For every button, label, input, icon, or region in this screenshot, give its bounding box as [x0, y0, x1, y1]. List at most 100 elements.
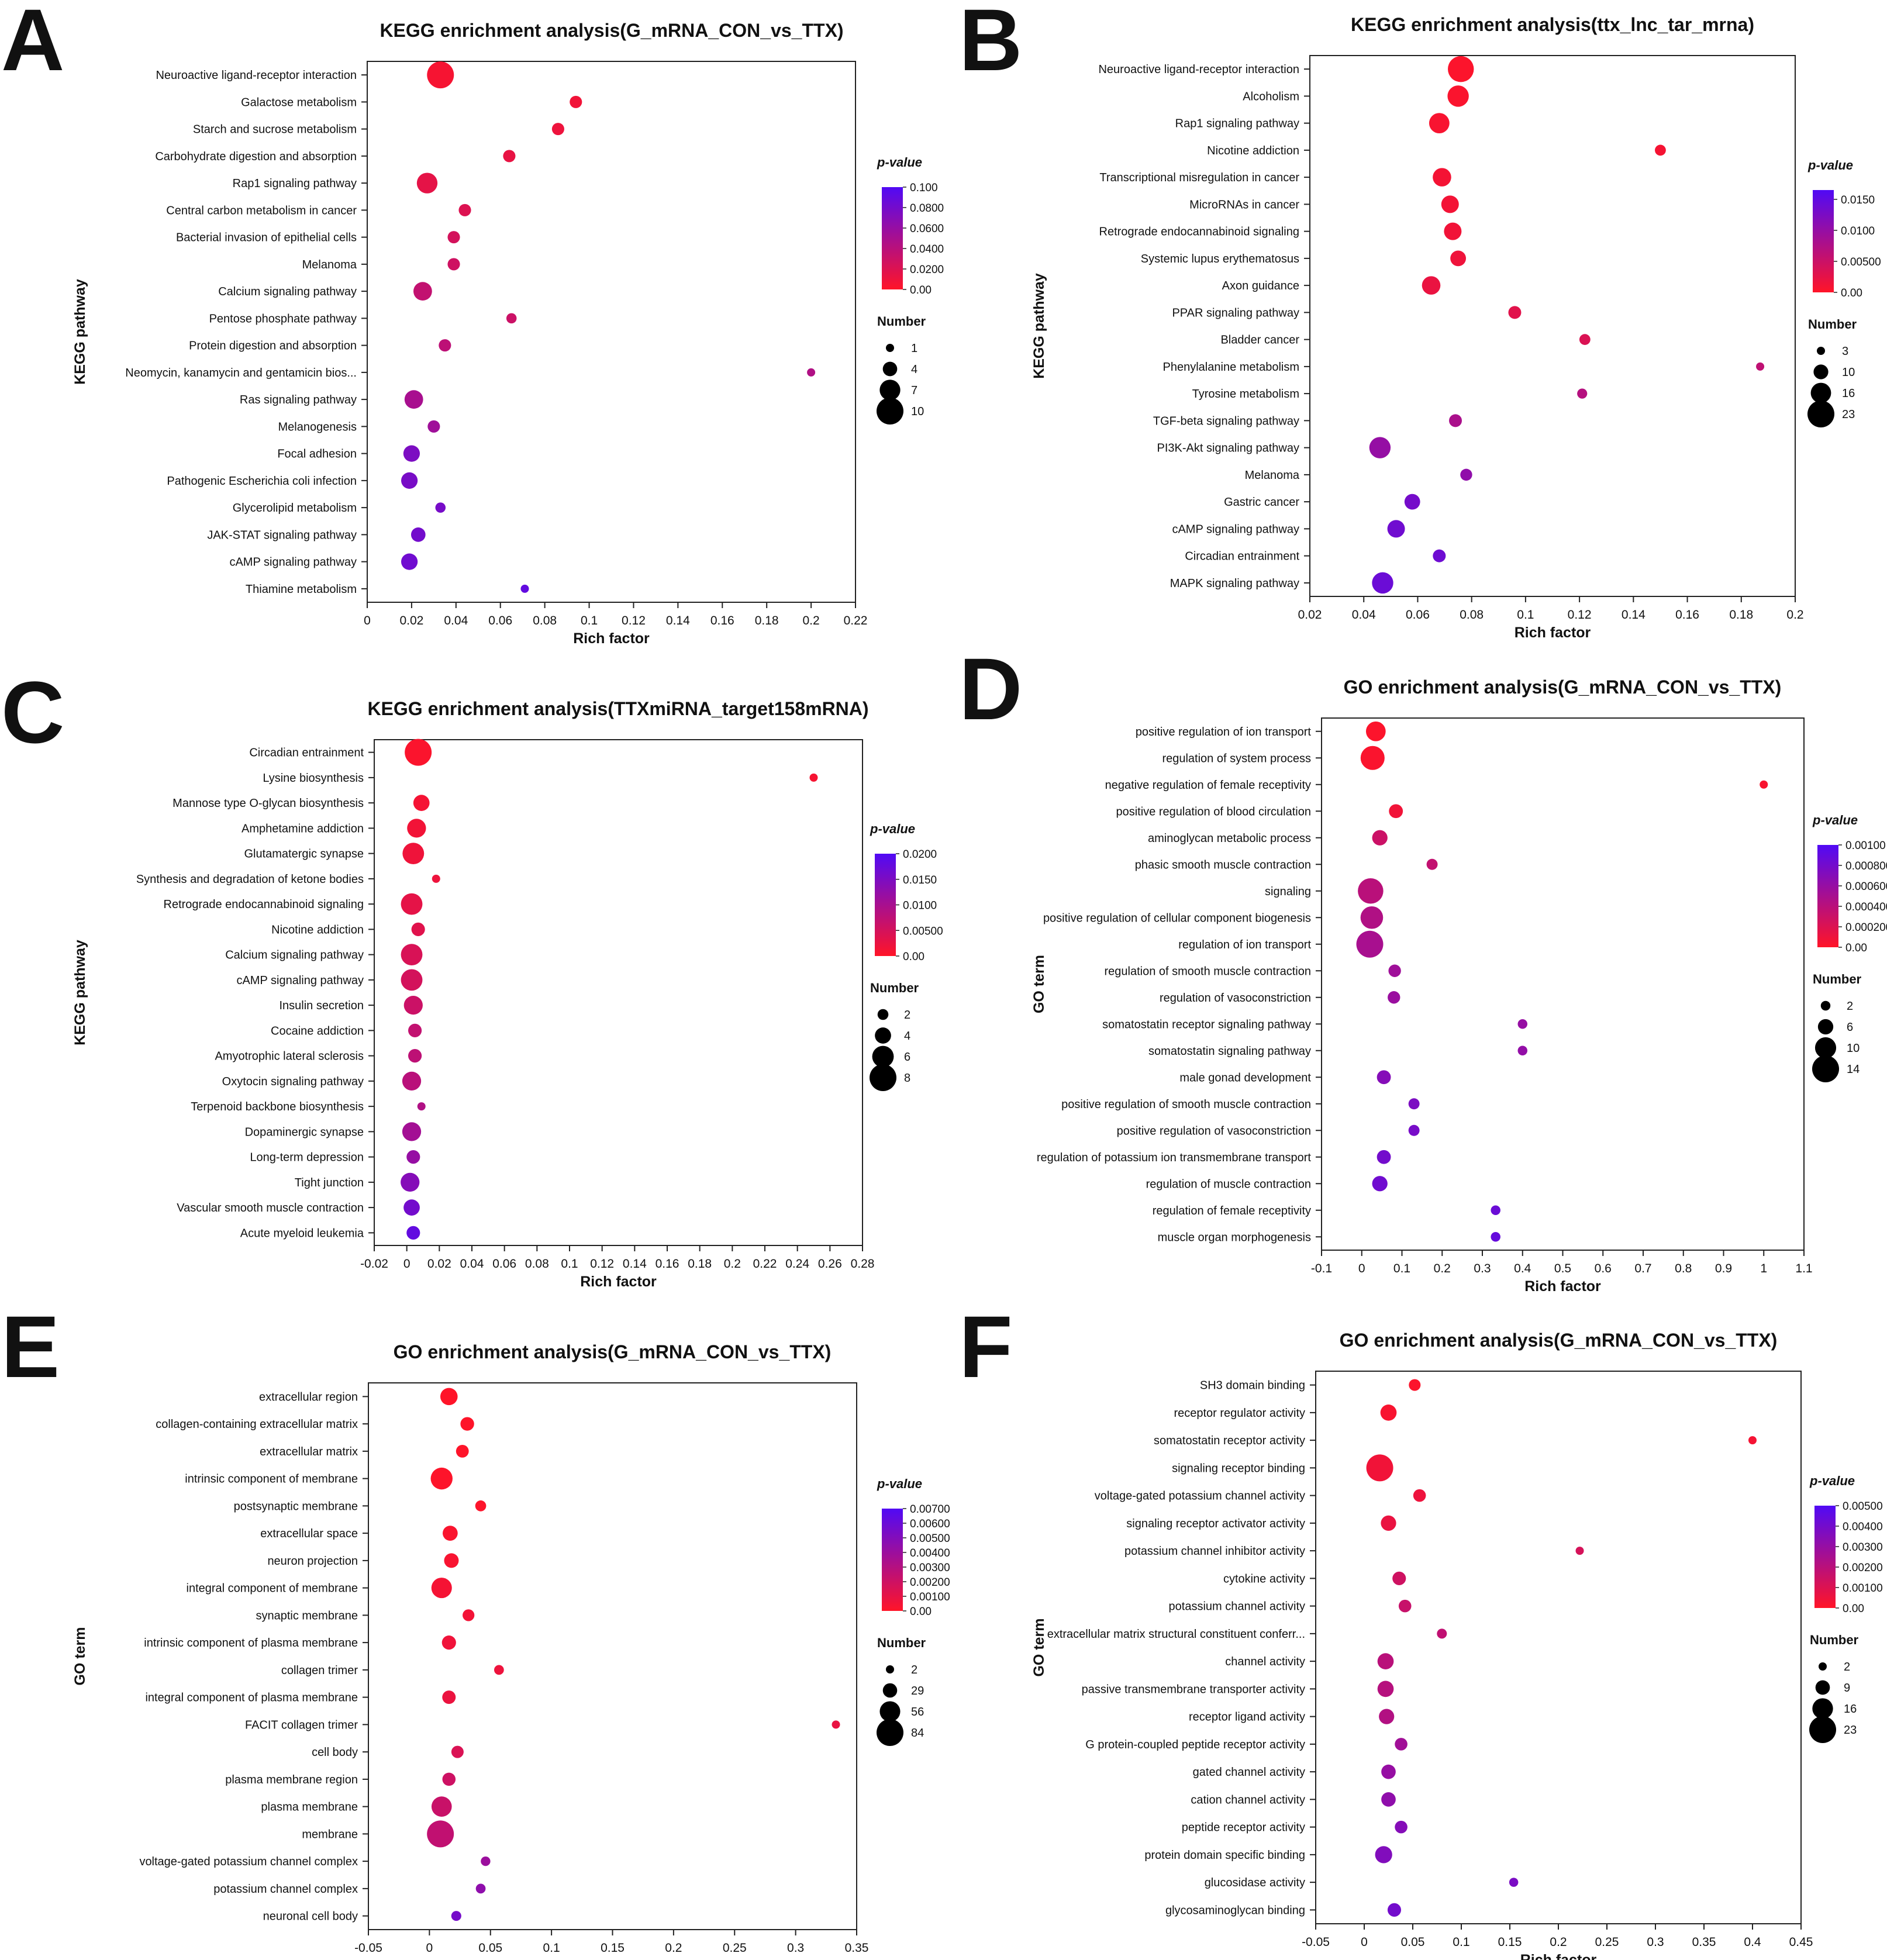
x-tick-label: 0.14 [666, 614, 690, 627]
y-tick-label: Retrograde endocannabinoid signaling [1099, 226, 1299, 239]
x-tick-label: 0.28 [851, 1257, 875, 1271]
size-legend-dot [1815, 1680, 1830, 1695]
data-point [403, 1199, 420, 1216]
y-tick-label: synaptic membrane [256, 1609, 358, 1622]
x-axis-label: Rich factor [580, 1274, 657, 1290]
y-tick-label: cAMP signaling pathway [229, 556, 357, 569]
data-point [1422, 276, 1441, 295]
x-axis-label: Rich factor [1524, 1278, 1601, 1295]
data-point [1748, 1436, 1757, 1445]
size-legend-title: Number [870, 981, 919, 995]
color-legend-tick-label: 0.0100 [1841, 225, 1875, 237]
y-tick-label: signaling receptor binding [1172, 1462, 1305, 1475]
y-tick-label: regulation of system process [1162, 752, 1311, 765]
x-tick-label: 0 [1358, 1262, 1365, 1275]
x-tick-label: 0.05 [478, 1941, 502, 1955]
size-legend-dot [882, 361, 898, 377]
color-legend-tick-label: 0.0600 [910, 223, 944, 235]
x-tick-label: 0.16 [1675, 608, 1699, 622]
size-legend-dot [879, 1701, 901, 1722]
x-tick-label: 0.4 [1514, 1262, 1531, 1275]
size-legend-title: Number [877, 314, 926, 329]
y-tick-label: Bacterial invasion of epithelial cells [176, 232, 357, 244]
data-point [1509, 1878, 1519, 1887]
color-legend-tick-label: 0.0150 [903, 874, 937, 886]
data-point [1579, 334, 1591, 346]
color-legend-tick-label: 0.00100 [1843, 1582, 1883, 1595]
y-tick-label: somatostatin receptor signaling pathway [1102, 1018, 1311, 1031]
y-tick-label: Lysine biosynthesis [263, 772, 364, 785]
y-tick-label: gated channel activity [1193, 1766, 1305, 1779]
data-point [1517, 1019, 1527, 1029]
size-legend-dot [879, 379, 901, 401]
y-tick-label: intrinsic component of membrane [185, 1473, 358, 1486]
y-tick-label: receptor ligand activity [1189, 1711, 1305, 1724]
y-tick-label: Melanogenesis [278, 420, 357, 433]
data-point [1413, 1489, 1426, 1502]
color-legend-tick-label: 0.00 [1841, 287, 1862, 299]
y-tick-label: extracellular space [260, 1527, 358, 1540]
size-legend-label: 16 [1842, 387, 1855, 400]
y-tick-label: Calcium signaling pathway [225, 949, 364, 962]
data-point [1381, 1764, 1396, 1779]
y-tick-label: potassium channel complex [213, 1883, 358, 1896]
data-point [1760, 780, 1768, 789]
size-legend-label: 9 [1844, 1682, 1850, 1695]
x-tick-label: 0.18 [755, 614, 779, 627]
data-point [402, 1071, 422, 1091]
data-point [1491, 1232, 1500, 1242]
y-tick-label: Neuroactive ligand-receptor interaction [1098, 63, 1299, 76]
y-tick-label: aminoglycan metabolic process [1148, 832, 1311, 845]
y-tick-label: integral component of plasma membrane [145, 1692, 358, 1704]
x-tick-label: 0.3 [787, 1941, 804, 1955]
size-legend-label: 56 [911, 1706, 924, 1719]
color-legend-tick-label: 0.0200 [910, 264, 944, 276]
y-tick-label: negative regulation of female receptivit… [1105, 779, 1311, 792]
color-legend-tick-label: 0.00500 [1841, 256, 1881, 268]
size-legend-label: 10 [1847, 1042, 1860, 1055]
y-tick-label: Vascular smooth muscle contraction [177, 1202, 364, 1214]
color-legend-tick-label: 0.0100 [903, 900, 937, 912]
y-tick-label: Glutamatergic synapse [244, 848, 364, 861]
y-tick-label: regulation of ion transport [1178, 938, 1311, 951]
size-legend-label: 2 [1847, 1000, 1853, 1013]
size-legend-dot [877, 1009, 889, 1020]
y-tick-label: Pentose phosphate pathway [209, 312, 357, 325]
plot-frame [1321, 717, 1805, 1251]
y-tick-label: Circadian entrainment [249, 747, 364, 760]
data-point [1449, 414, 1462, 427]
chart-title: KEGG enrichment analysis(ttx_lnc_tar_mrn… [1351, 14, 1754, 35]
x-tick-label: 0 [426, 1941, 433, 1955]
size-legend-label: 2 [904, 1009, 910, 1022]
size-legend-dot [1813, 364, 1829, 379]
color-legend-tick-label: 0.00100 [910, 1591, 950, 1603]
data-point [481, 1856, 491, 1866]
y-axis-label: KEGG pathway [72, 940, 88, 1045]
data-point [1441, 195, 1459, 213]
plot-frame [374, 739, 863, 1246]
y-axis-label: GO term [72, 1627, 88, 1685]
panel-a: A KEGG enrichment analysis(G_mRNA_CON_vs_… [0, 0, 944, 647]
chart-panel-f: F GO enrichment analysis(G_mRNA_CON_vs_TT… [959, 1298, 1883, 1960]
x-tick-label: 0.22 [753, 1257, 777, 1271]
data-point [1517, 1045, 1527, 1055]
size-legend-dot [872, 1045, 894, 1068]
color-legend-tick-label: 0.0800 [910, 202, 944, 215]
panel-c: C KEGG enrichment analysis(TTXmiRNA_targe… [0, 649, 943, 1290]
data-point [408, 1049, 422, 1063]
size-legend-label: 7 [911, 384, 917, 397]
size-legend-title: Number [877, 1635, 926, 1650]
data-point [443, 1526, 458, 1541]
x-tick-label: 0.2 [665, 1941, 682, 1955]
data-point [1392, 1571, 1406, 1585]
x-tick-label: 0.26 [818, 1257, 842, 1271]
plot-frame [368, 1382, 857, 1930]
color-legend-tick-label: 0.00 [910, 1606, 932, 1618]
y-axis-label: KEGG pathway [1031, 273, 1047, 379]
data-point [456, 1444, 469, 1458]
size-legend-label: 16 [1844, 1703, 1857, 1716]
data-point [1404, 494, 1420, 510]
data-point [439, 339, 451, 352]
x-tick-label: 0.02 [399, 614, 423, 627]
size-legend-dot [1814, 1037, 1837, 1059]
